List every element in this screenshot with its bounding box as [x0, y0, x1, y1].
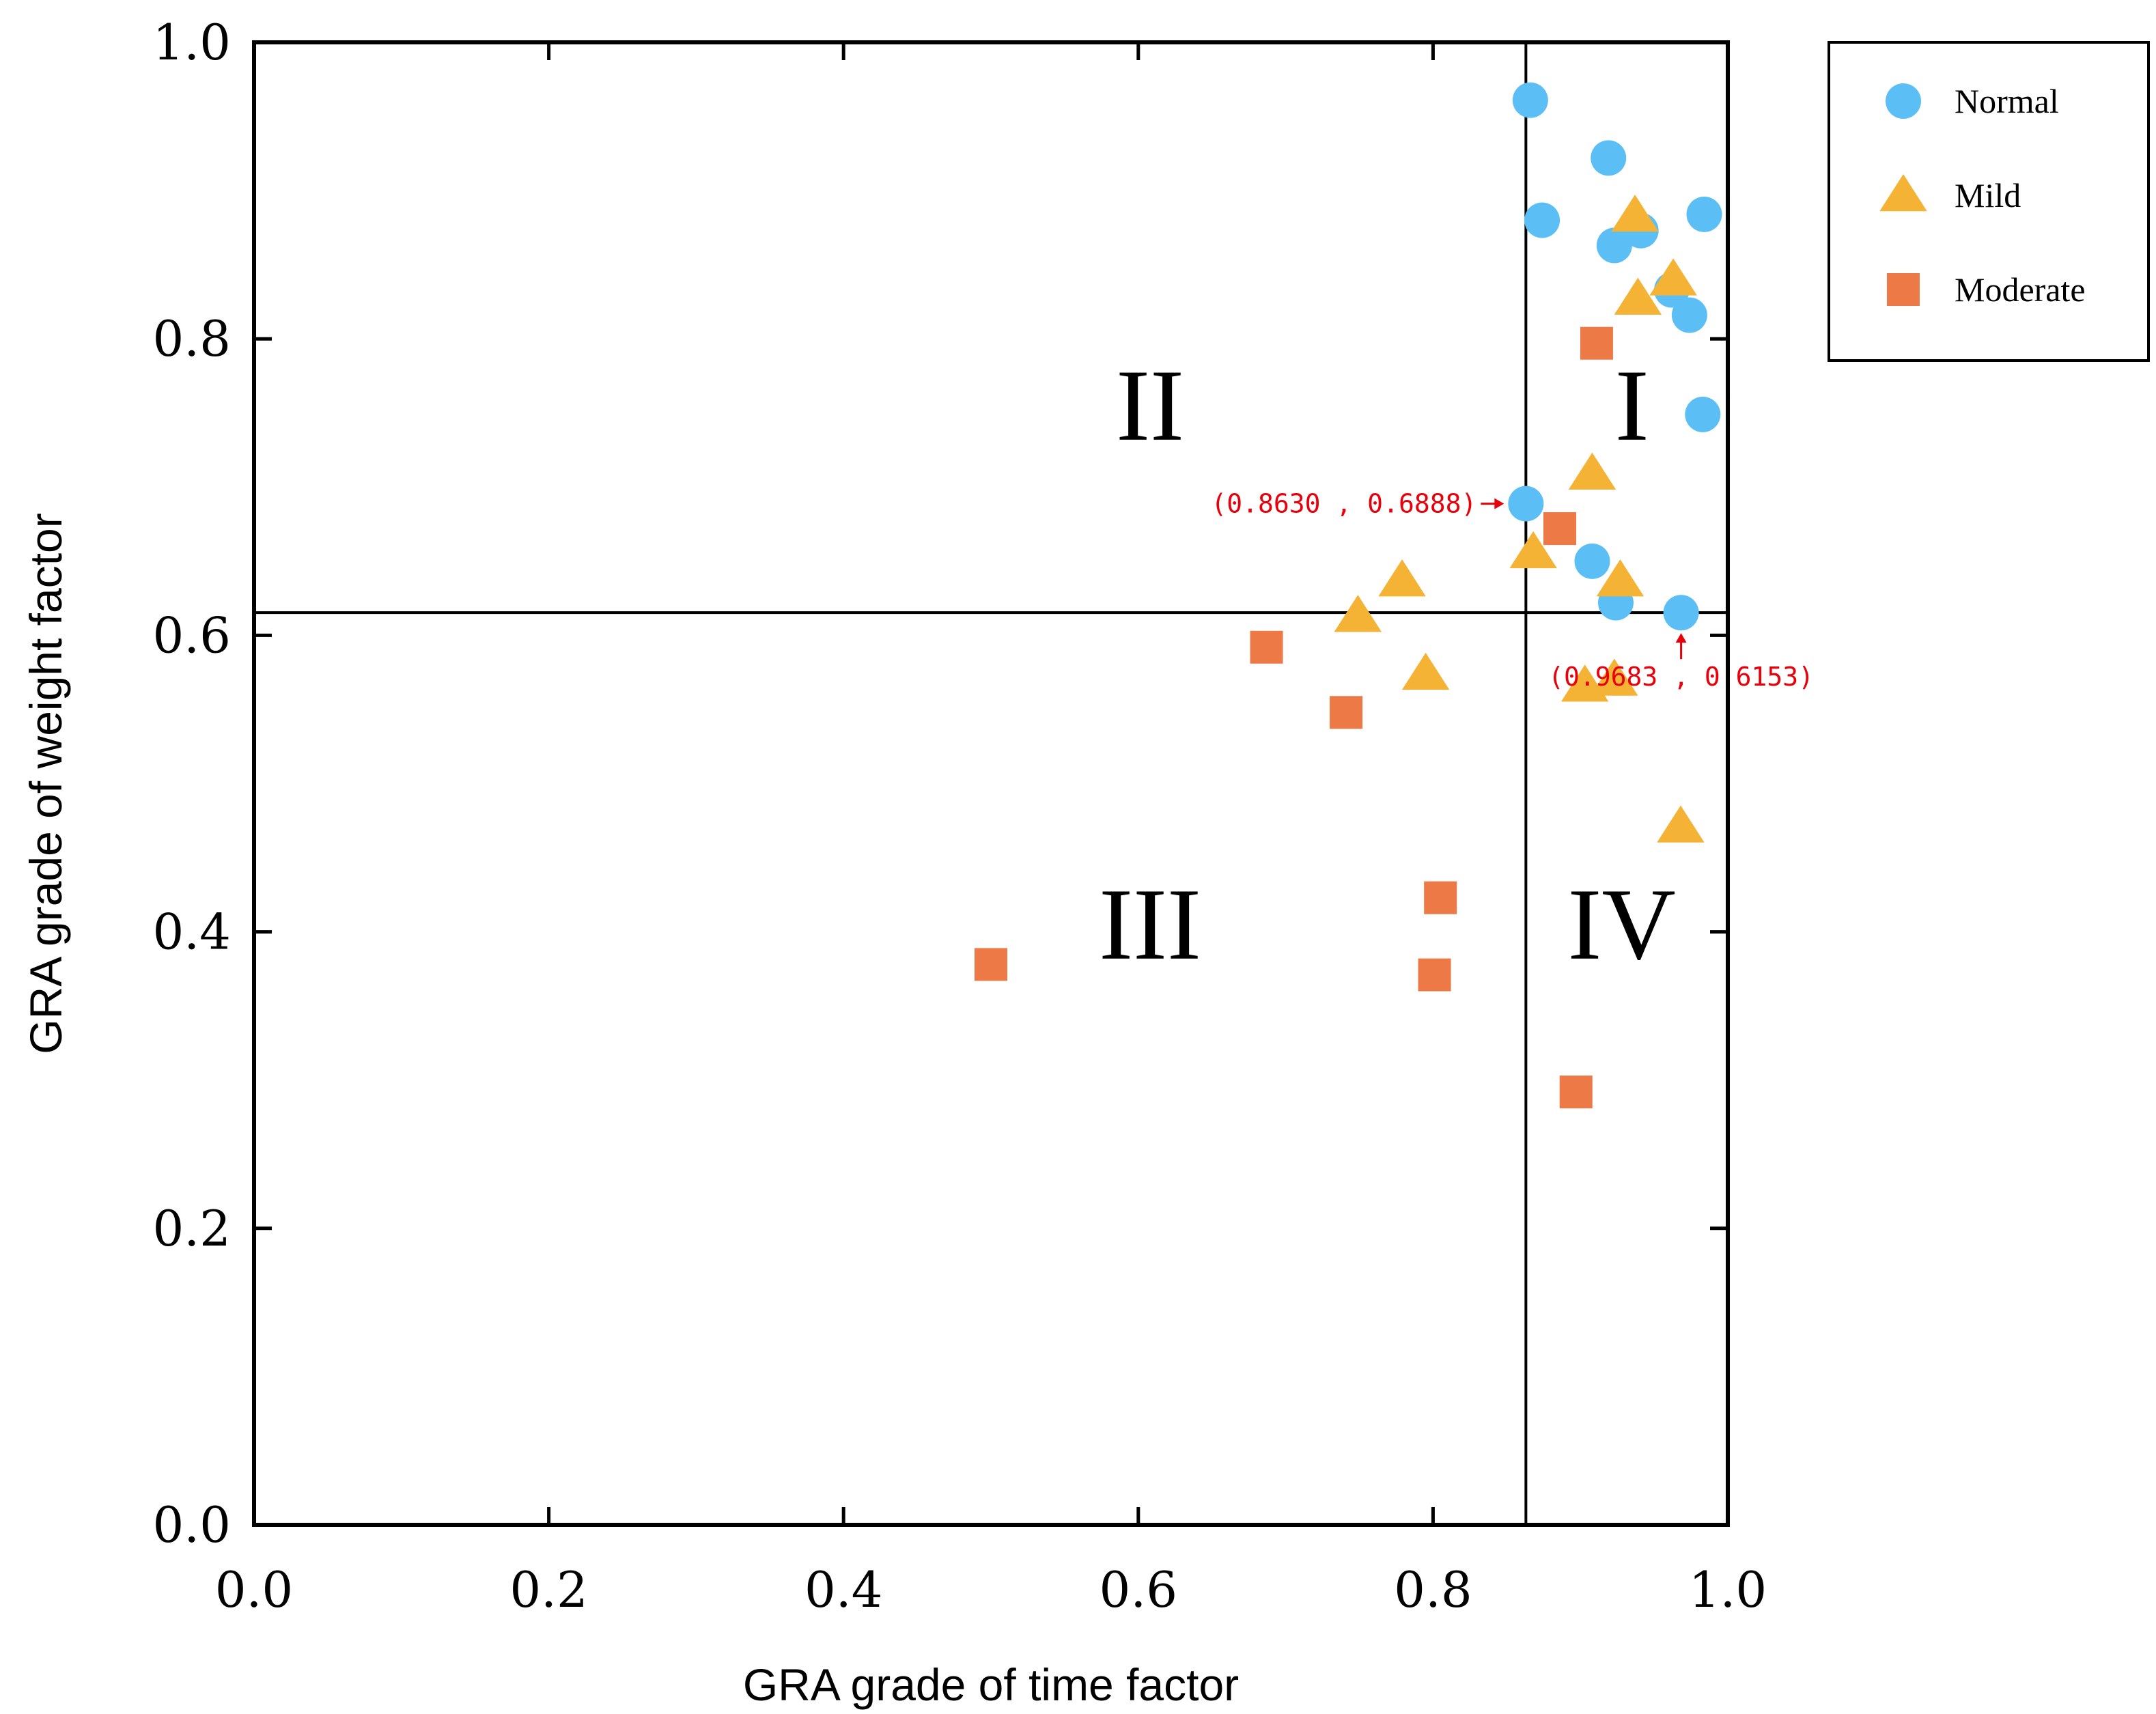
y-tick-label: 0.2 — [152, 1200, 231, 1257]
x-tick-label: 1.0 — [1689, 1561, 1767, 1618]
normal-point — [1671, 297, 1707, 333]
legend-label: Normal — [1955, 82, 2059, 120]
legend: Normal Mild Moderate — [1828, 41, 2150, 362]
legend-marker-moderate — [1887, 273, 1920, 306]
x-tick-label: 0.0 — [215, 1561, 294, 1618]
normal-point — [1574, 543, 1610, 579]
annotation-arrowhead — [1494, 498, 1504, 509]
quadrant-label: III — [1099, 868, 1201, 981]
x-tick-label: 0.2 — [509, 1561, 588, 1618]
normal-point — [1524, 202, 1560, 238]
y-tick-label: 0.0 — [152, 1496, 231, 1554]
mild-point — [1614, 277, 1662, 315]
annotations: (0.8630 , 0.6888) (0.9683 , 0.6153) — [1211, 489, 1814, 692]
legend-label: Moderate — [1955, 270, 2086, 309]
moderate-point — [975, 948, 1007, 981]
threshold-lines — [254, 42, 1728, 1525]
x-tick-label: 0.6 — [1100, 1561, 1178, 1618]
annotation-label: (0.9683 , 0.6153) — [1548, 662, 1814, 692]
normal-point — [1596, 227, 1632, 264]
quadrant-label: II — [1116, 349, 1184, 462]
normal-point — [1512, 82, 1548, 118]
moderate-point — [1424, 881, 1457, 914]
moderate-point — [1250, 630, 1283, 664]
y-tick-label: 1.0 — [152, 14, 231, 71]
legend-box — [1828, 41, 2150, 362]
y-tick-label: 0.8 — [152, 310, 231, 367]
annotation-label: (0.8630 , 0.6888) — [1211, 489, 1476, 519]
quadrant-label: I — [1615, 349, 1649, 462]
mild-point — [1596, 559, 1644, 597]
mild-point — [1611, 195, 1659, 232]
moderate-point — [1418, 958, 1451, 992]
mild-point — [1591, 658, 1638, 696]
normal-point — [1685, 396, 1721, 432]
normal-point — [1508, 486, 1544, 522]
axes-ticks — [252, 40, 1730, 1527]
moderate-point — [1580, 326, 1613, 360]
legend-marker-normal — [1886, 83, 1921, 119]
moderate-point — [1559, 1076, 1593, 1109]
mild-point — [1509, 531, 1557, 569]
x-axis-title: GRA grade of time factor — [743, 1659, 1239, 1710]
x-tick-label: 0.4 — [804, 1561, 883, 1618]
normal-point — [1686, 196, 1722, 232]
normal-point — [1663, 595, 1699, 631]
annotation-arrowhead — [1675, 633, 1687, 643]
mild-point — [1649, 258, 1697, 296]
moderate-point — [1543, 512, 1576, 546]
mild-point — [1568, 452, 1616, 490]
normal-point — [1591, 140, 1627, 176]
y-axis-title: GRA grade of weight factor — [20, 513, 71, 1054]
plot-frame — [252, 40, 1730, 1527]
x-tick-label: 0.8 — [1394, 1561, 1472, 1618]
y-tick-label: 0.6 — [152, 606, 231, 664]
axis-tick-labels: 0.0 0.2 0.4 0.6 0.8 1.0 0.0 0.2 0.4 0.6 0.8 1.0 — [152, 14, 1767, 1618]
mild-point — [1334, 595, 1382, 632]
y-tick-label: 0.4 — [152, 903, 231, 961]
data-points — [975, 82, 1722, 1109]
mild-point — [1401, 652, 1450, 690]
legend-label: Mild — [1955, 176, 2021, 214]
mild-point — [1657, 805, 1705, 843]
moderate-point — [1330, 696, 1363, 729]
legend-marker-mild — [1879, 174, 1927, 212]
mild-point — [1378, 559, 1426, 597]
quadrant-label: IV — [1567, 868, 1675, 981]
